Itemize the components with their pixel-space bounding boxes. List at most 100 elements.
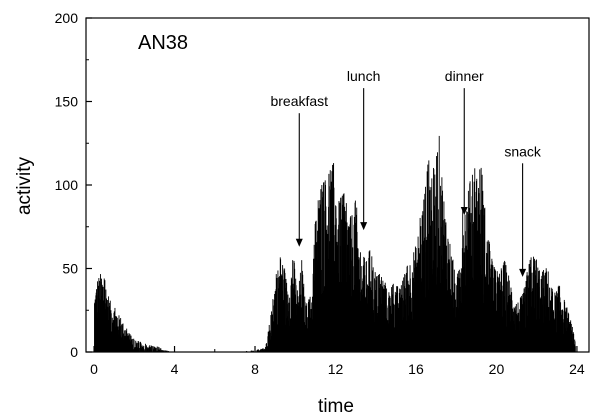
activity-bar: [155, 347, 157, 352]
activity-bar: [162, 350, 164, 352]
activity-bar: [167, 350, 169, 352]
chart-title: AN38: [138, 32, 188, 54]
annotation-label: snack: [504, 143, 542, 159]
activity-bar: [284, 272, 286, 352]
activity-bar: [253, 350, 254, 352]
activity-bar: [514, 306, 516, 352]
activity-bar: [274, 294, 276, 352]
activity-bar: [323, 210, 325, 352]
activity-bar: [138, 348, 140, 352]
activity-bar: [165, 350, 167, 352]
activity-bar: [152, 346, 154, 352]
activity-bar: [372, 267, 374, 352]
y-tick-label: 200: [55, 10, 79, 26]
activity-bar: [262, 348, 264, 352]
activity-bar: [565, 307, 567, 352]
activity-bar: [97, 281, 98, 352]
activity-bar: [539, 270, 540, 352]
activity-bar: [352, 247, 354, 352]
x-tick-label: 12: [328, 361, 344, 377]
activity-bar: [399, 288, 401, 352]
activity-bar: [108, 296, 110, 352]
x-axis: 0 4 8 12 16 20 24: [90, 346, 585, 377]
activity-bar: [568, 313, 570, 352]
activity-bar: [321, 185, 323, 352]
activity-bar: [138, 342, 140, 352]
activity-bar: [157, 346, 159, 352]
activity-bar: [304, 302, 306, 352]
activity-bar: [144, 350, 145, 352]
y-axis: 0 50 100 150 200: [55, 10, 92, 360]
activity-bar: [353, 216, 355, 352]
activity-bar: [483, 204, 484, 352]
activity-bar: [132, 338, 134, 352]
activity-bar: [438, 135, 440, 352]
y-axis-title: activity: [14, 156, 35, 215]
activity-bar: [371, 256, 373, 352]
activity-bar: [526, 276, 528, 352]
activity-bar: [474, 191, 476, 352]
activity-bar: [340, 197, 342, 352]
activity-bar: [148, 346, 150, 352]
activity-bar: [289, 297, 291, 352]
annotation-arrow-head: [460, 207, 468, 216]
activity-bar: [462, 210, 464, 352]
activity-bar: [270, 315, 272, 352]
annotation-label: lunch: [347, 68, 380, 84]
activity-bar: [374, 278, 375, 352]
activity-bar: [142, 345, 144, 352]
activity-bar: [306, 303, 308, 352]
activity-bar: [130, 335, 132, 352]
activity-bar: [450, 256, 452, 352]
activity-bar: [261, 348, 263, 352]
activity-bar: [567, 318, 569, 352]
activity-bar: [154, 346, 155, 352]
activity-bar: [303, 283, 305, 352]
x-tick-label: 0: [90, 361, 98, 377]
activity-bar: [345, 203, 347, 352]
activity-bar: [106, 298, 108, 352]
x-tick-label: 16: [408, 361, 424, 377]
activity-bar: [326, 229, 327, 352]
activity-bars: [94, 135, 576, 352]
activity-bar: [112, 320, 114, 352]
activity-bar: [452, 259, 454, 352]
activity-bar: [145, 343, 146, 352]
activity-bar: [166, 350, 168, 352]
y-tick-label: 50: [62, 261, 78, 277]
activity-bar: [547, 271, 549, 352]
x-axis-title: time: [318, 396, 354, 417]
activity-bar: [543, 270, 544, 352]
activity-bar: [149, 345, 151, 352]
activity-bar: [436, 156, 437, 352]
activity-bar: [163, 350, 165, 352]
activity-bar: [524, 294, 526, 352]
activity-bar: [385, 285, 387, 352]
activity-bar: [136, 343, 138, 352]
annotation-arrow-head: [519, 268, 527, 277]
activity-bar: [391, 287, 393, 352]
activity-bar: [126, 328, 128, 352]
activity-bar: [160, 348, 162, 352]
activity-bar: [427, 164, 429, 352]
activity-bar: [505, 265, 507, 352]
x-tick-label: 24: [569, 361, 585, 377]
activity-bar: [411, 272, 413, 352]
activity-bar: [573, 333, 575, 352]
activity-bar: [122, 323, 124, 352]
annotation-arrow-head: [295, 238, 303, 247]
activity-bar: [302, 287, 304, 352]
activity-bar: [564, 301, 566, 352]
meal-annotations: breakfast lunch dinner snack: [270, 68, 542, 277]
activity-bar: [425, 186, 426, 352]
activity-bar: [571, 330, 573, 352]
activity-bar: [156, 346, 158, 352]
activity-bar: [431, 178, 433, 352]
y-tick-label: 0: [70, 344, 78, 360]
activity-bar: [320, 189, 322, 352]
activity-bar: [276, 277, 278, 352]
annotation-arrow-head: [360, 222, 368, 231]
annotation-label: dinner: [445, 68, 484, 84]
